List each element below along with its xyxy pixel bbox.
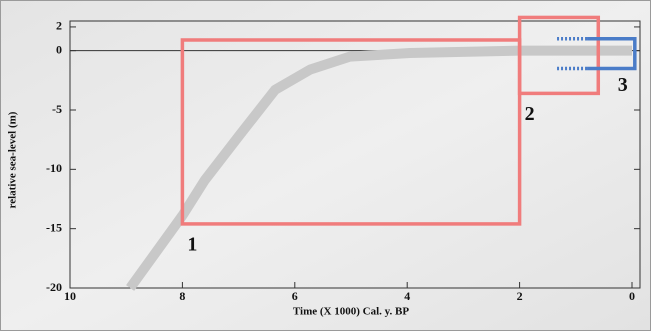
y-tick-label: -15 — [46, 220, 62, 234]
x-tick-label: 10 — [64, 289, 76, 303]
x-tick-label: 4 — [404, 289, 410, 303]
y-tick-label: -20 — [46, 280, 62, 294]
y-tick-label: 0 — [56, 42, 62, 56]
x-tick-label: 2 — [517, 289, 523, 303]
y-axis-title: relative sea-level (m) — [7, 111, 19, 208]
x-tick-label: 8 — [179, 289, 185, 303]
y-tick-label: -5 — [52, 102, 62, 116]
x-tick-label: 0 — [629, 289, 635, 303]
y-tick-label: -10 — [46, 161, 62, 175]
region-label: 2 — [525, 103, 535, 125]
x-tick-label: 6 — [292, 289, 298, 303]
chart: Time (X 1000) Cal. y. BP relative sea-le… — [0, 0, 651, 331]
region-label: 1 — [187, 234, 197, 256]
y-tick-label: 2 — [56, 19, 62, 33]
region-label: 3 — [618, 74, 628, 96]
x-axis-title: Time (X 1000) Cal. y. BP — [293, 306, 409, 318]
